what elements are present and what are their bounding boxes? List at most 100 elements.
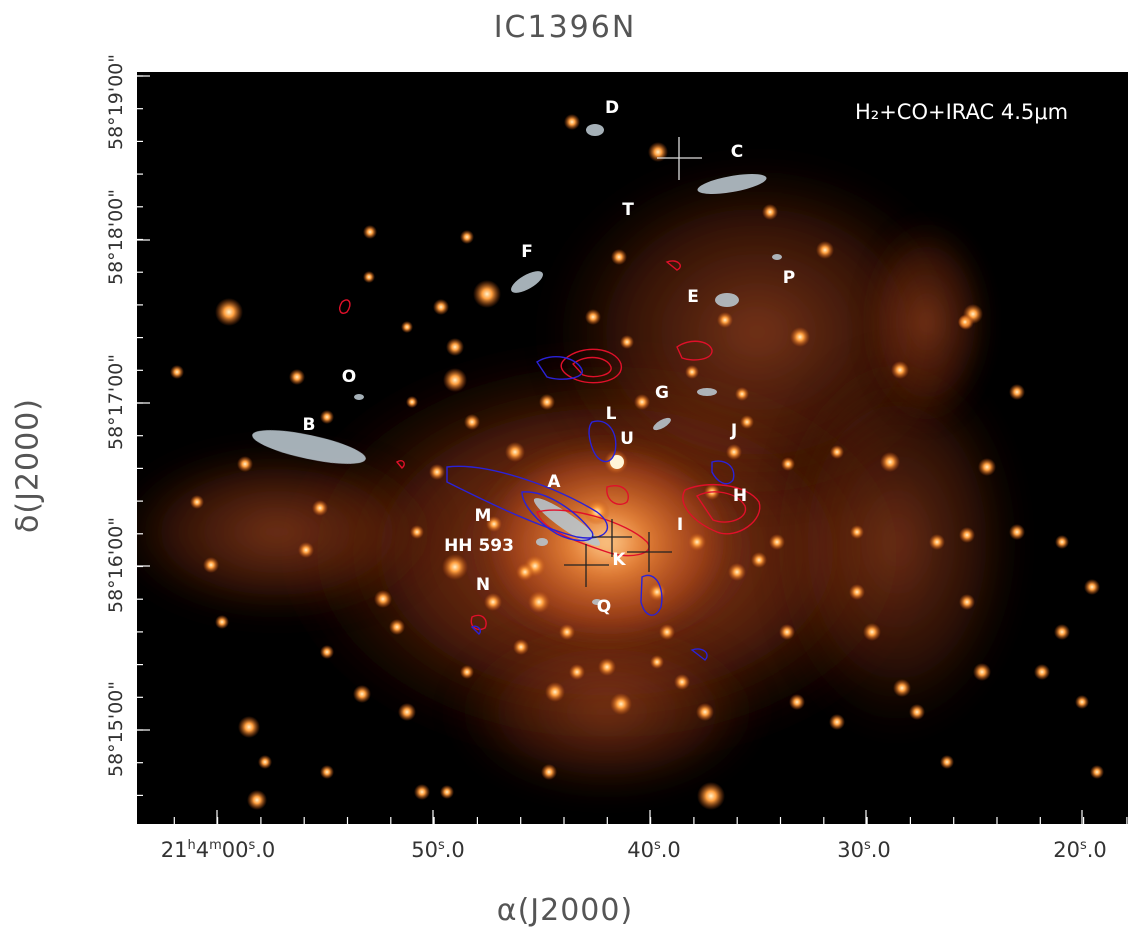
axis-ticks [137,75,1128,824]
object-label-a: A [547,472,561,492]
star [909,704,925,720]
star [779,624,795,640]
co-blueshifted-contours [446,356,735,661]
star [940,755,954,769]
star [363,271,375,283]
x-tick-label: 40s.0 [627,838,681,862]
object-label-p: P [782,268,796,288]
star [1034,664,1050,680]
star [464,414,480,430]
y-axis-label: δ(J2000) [10,398,46,533]
star [569,664,585,680]
star [170,365,184,379]
star [443,368,467,392]
star [893,679,911,697]
star [203,557,219,573]
source-crosses [564,137,702,587]
y-tick-label: 58°18'00" [105,189,127,285]
star [353,685,371,703]
star [659,624,675,640]
star [215,615,229,629]
object-label-l: L [605,404,617,424]
star [410,525,424,539]
star [513,639,529,655]
star [190,495,204,509]
y-tick-label: 58°16'00" [105,517,127,613]
star [790,327,810,347]
nebula-glow [137,152,1027,802]
star [460,230,474,244]
h2-knots [252,124,782,605]
star [1055,535,1069,549]
star [442,554,468,580]
star [238,716,260,738]
star [751,552,767,568]
star [1084,579,1100,595]
star [958,315,972,329]
star [863,623,881,641]
object-label-j: J [730,421,738,441]
star [849,584,865,600]
star [484,593,502,611]
object-label-i: I [676,515,684,535]
star [374,590,392,608]
star [473,280,501,308]
star [650,655,664,669]
star [398,703,416,721]
star [850,525,864,539]
star [735,387,749,401]
image-panel [137,72,1128,824]
star [486,516,502,532]
star [516,563,534,581]
y-tick-label: 58°17'00" [105,354,127,450]
star [1009,524,1025,540]
object-label-u: U [620,429,634,449]
star [620,335,634,349]
star [726,444,742,460]
star [610,693,632,715]
star [648,583,666,601]
star [289,369,305,385]
star [880,452,900,472]
star [1009,384,1025,400]
star [401,321,413,333]
star [541,764,557,780]
star [973,663,991,681]
star [429,464,445,480]
star [237,456,253,472]
star [414,784,430,800]
star [320,765,334,779]
object-label-n: N [475,575,491,595]
star [598,658,616,676]
star [545,682,565,702]
object-label-c: C [730,142,744,162]
star [740,415,754,429]
star [528,591,550,613]
y-tick-label: 58°15'00" [105,681,127,777]
star [829,714,845,730]
legend-label: H₂+CO+IRAC 4.5μm [855,100,1069,124]
star [446,338,464,356]
star [564,114,580,130]
star [585,309,601,325]
star [1090,765,1104,779]
object-label-e: E [687,287,699,307]
star [460,665,474,679]
star [406,396,418,408]
star [505,442,525,462]
star [610,455,624,469]
x-tick-label: 21h4m00s.0 [160,838,276,862]
object-label-h: H [732,486,748,506]
star [634,394,650,410]
object-label-b: B [302,415,316,435]
star [320,645,334,659]
star [440,785,454,799]
object-label-k: K [612,550,626,570]
object-label-q: Q [596,597,612,617]
star [298,542,314,558]
object-label-g: G [655,383,669,403]
star [959,527,975,543]
object-label-f: F [521,242,533,262]
star [559,624,575,640]
star [688,533,706,551]
